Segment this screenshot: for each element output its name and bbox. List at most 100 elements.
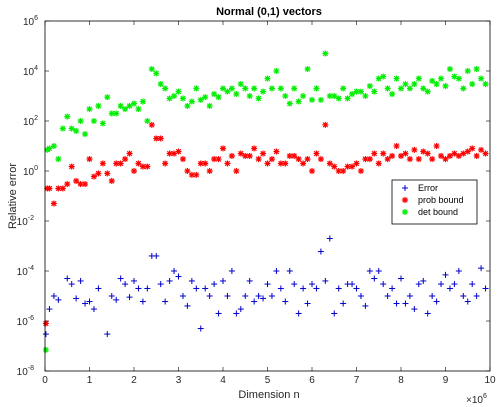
data-point — [295, 156, 302, 163]
data-point — [473, 66, 480, 73]
data-point — [215, 310, 222, 317]
data-point — [398, 85, 404, 92]
data-point — [433, 298, 440, 305]
data-point — [446, 285, 453, 292]
data-point — [104, 331, 111, 338]
data-point — [59, 125, 66, 132]
data-point — [415, 75, 422, 82]
data-point — [406, 156, 413, 163]
data-point — [224, 88, 231, 95]
y-tick-exp: -8 — [28, 365, 34, 372]
data-point — [95, 102, 102, 109]
data-point — [211, 281, 218, 288]
data-point — [228, 85, 235, 92]
data-point — [371, 150, 378, 157]
data-point — [184, 168, 191, 174]
data-point — [375, 268, 382, 274]
data-point — [366, 268, 373, 274]
data-point — [86, 106, 93, 113]
data-point — [442, 83, 449, 90]
data-point — [398, 275, 404, 282]
data-point — [268, 156, 275, 163]
data-point — [340, 300, 347, 307]
y-tick-exp: -2 — [28, 215, 34, 222]
y-tick-base: 10 — [17, 317, 29, 328]
data-point — [117, 160, 124, 167]
data-point — [90, 306, 97, 313]
data-point — [295, 98, 302, 105]
data-point — [188, 277, 195, 284]
x-axis-multiplier-exp: 6 — [483, 393, 487, 400]
data-point — [95, 170, 102, 177]
data-point — [246, 93, 253, 99]
data-point — [380, 150, 387, 157]
y-tick-label: 10-4 — [17, 265, 34, 278]
data-point — [104, 170, 111, 177]
data-point — [482, 150, 489, 157]
data-point — [82, 131, 89, 138]
data-point — [260, 150, 267, 157]
data-point — [451, 281, 458, 288]
data-point — [473, 152, 480, 159]
data-point — [357, 88, 364, 95]
y-tick-label: 100 — [23, 165, 38, 178]
data-point — [73, 177, 80, 184]
data-point — [415, 281, 422, 288]
data-point — [380, 73, 387, 80]
legend-label: prob bound — [418, 195, 464, 205]
y-tick-exp: -6 — [28, 315, 34, 322]
data-point — [469, 281, 476, 288]
data-point — [402, 150, 409, 157]
data-point — [206, 168, 213, 174]
y-tick-base: 10 — [17, 217, 29, 228]
data-point — [50, 200, 57, 207]
data-point — [122, 106, 129, 113]
data-point — [277, 160, 284, 167]
data-point — [126, 102, 133, 109]
data-point — [340, 168, 347, 174]
data-point — [131, 100, 137, 107]
data-point — [260, 88, 267, 95]
data-point — [188, 171, 195, 178]
data-point — [304, 300, 311, 307]
data-point — [393, 143, 400, 149]
data-point — [451, 150, 458, 157]
data-point — [211, 91, 218, 98]
data-point — [246, 277, 253, 284]
data-point — [126, 294, 133, 301]
y-tick-label: 10-8 — [17, 365, 34, 378]
data-point — [179, 293, 186, 299]
x-tick-label: 1 — [87, 375, 93, 386]
data-point — [420, 277, 427, 284]
data-point — [215, 94, 222, 101]
data-point — [55, 156, 62, 163]
data-point — [344, 95, 351, 102]
x-tick-label: 0 — [42, 375, 48, 386]
data-point — [202, 160, 209, 167]
data-point — [246, 152, 253, 159]
data-point — [179, 95, 186, 102]
x-tick-label: 10 — [484, 375, 496, 386]
data-point — [300, 93, 307, 99]
data-point — [411, 306, 418, 313]
data-point — [420, 85, 427, 92]
data-point — [46, 145, 53, 152]
data-point — [73, 295, 80, 302]
data-point — [166, 95, 173, 102]
data-point — [162, 160, 169, 167]
data-point — [433, 81, 440, 88]
x-tick-label: 7 — [354, 375, 360, 386]
data-point — [277, 85, 284, 92]
data-point — [68, 125, 75, 132]
data-point — [184, 302, 191, 309]
data-point — [157, 281, 164, 288]
data-point — [139, 98, 146, 105]
data-point — [442, 271, 449, 278]
x-tick-label: 2 — [131, 375, 137, 386]
data-point — [162, 298, 169, 305]
data-point — [371, 88, 378, 95]
data-point — [228, 268, 235, 274]
data-point — [353, 285, 360, 292]
